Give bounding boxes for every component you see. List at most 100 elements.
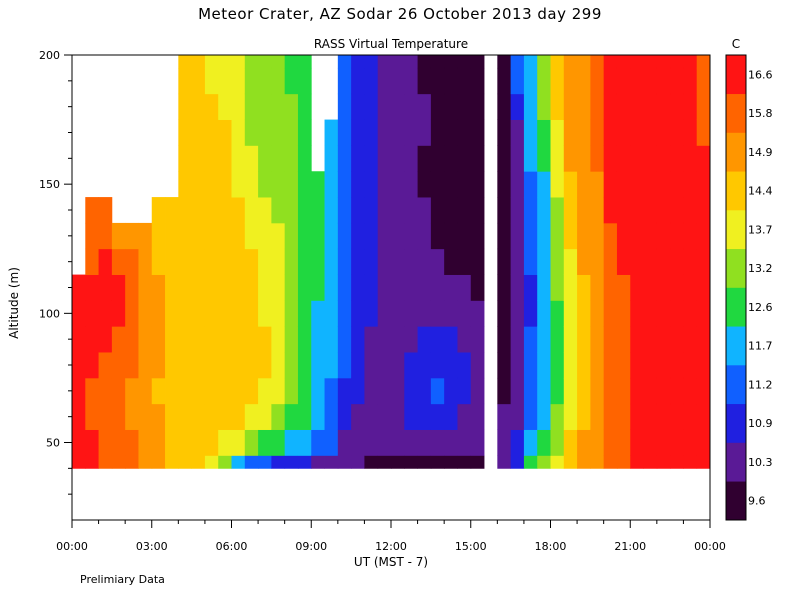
heatmap-cell	[523, 197, 538, 224]
heatmap-cell	[683, 326, 698, 353]
heatmap-cell	[497, 171, 512, 198]
heatmap-cell	[311, 222, 325, 250]
heatmap-cell	[297, 171, 312, 198]
heatmap-cell	[297, 119, 312, 146]
heatmap-cell	[364, 55, 379, 69]
heatmap-cell	[417, 222, 432, 250]
heatmap-cell	[683, 93, 698, 120]
heatmap-cell	[271, 300, 286, 327]
heatmap-cell	[324, 300, 339, 327]
heatmap-cell	[417, 455, 432, 469]
heatmap-cell	[111, 455, 126, 469]
heatmap-cell	[696, 222, 711, 250]
heatmap-cell	[297, 145, 312, 172]
heatmap-cell	[85, 352, 99, 379]
heatmap-cell	[457, 222, 472, 250]
heatmap-cell	[377, 403, 392, 430]
heatmap-cell	[351, 377, 365, 405]
heatmap-cell	[98, 429, 113, 456]
heatmap-cell	[577, 274, 591, 301]
heatmap-cell	[550, 248, 565, 275]
heatmap-cell	[404, 67, 418, 95]
heatmap-cell	[364, 429, 379, 456]
chart-title: Meteor Crater, AZ Sodar 26 October 2013 …	[198, 5, 602, 23]
heatmap-cell	[151, 300, 166, 327]
heatmap-cell	[497, 377, 512, 405]
heatmap-cell	[430, 55, 445, 69]
heatmap-cell	[590, 403, 605, 430]
heatmap-cell	[497, 300, 512, 327]
x-tick-label: 15:00	[455, 540, 487, 553]
heatmap-cell	[204, 93, 219, 120]
heatmap-cell	[616, 429, 631, 456]
heatmap-cell	[218, 377, 232, 405]
heatmap-cell	[510, 93, 525, 120]
heatmap-cell	[284, 403, 299, 430]
heatmap-cell	[244, 171, 259, 198]
heatmap-cell	[231, 326, 246, 353]
heatmap-cell	[337, 455, 352, 469]
heatmap-cell	[391, 326, 405, 353]
heatmap-cell	[444, 197, 458, 224]
heatmap-cell	[696, 67, 711, 95]
heatmap-cell	[138, 352, 153, 379]
heatmap-cell	[457, 326, 472, 353]
heatmap-cell	[656, 352, 671, 379]
heatmap-cell	[258, 326, 272, 353]
heatmap-cell	[670, 403, 684, 430]
heatmap-cell	[391, 377, 405, 405]
heatmap-cell	[563, 403, 578, 430]
heatmap-cell	[537, 55, 551, 69]
heatmap-cell	[364, 377, 379, 405]
heatmap-cell	[85, 300, 99, 327]
heatmap-cell	[563, 377, 578, 405]
heatmap-cell	[616, 119, 631, 146]
heatmap-cell	[258, 119, 272, 146]
heatmap-cell	[178, 274, 193, 301]
heatmap-cell	[98, 377, 113, 405]
y-axis-label: Altitude (m)	[7, 267, 21, 339]
heatmap-cell	[603, 93, 618, 120]
heatmap-cell	[284, 67, 299, 95]
heatmap-cell	[178, 300, 193, 327]
heatmap-cell	[683, 377, 698, 405]
heatmap-cell	[218, 119, 232, 146]
heatmap-cell	[204, 300, 219, 327]
heatmap-cell	[284, 222, 299, 250]
heatmap-cell	[683, 67, 698, 95]
heatmap-cell	[165, 274, 179, 301]
heatmap-cell	[417, 326, 432, 353]
heatmap-cell	[430, 93, 445, 120]
heatmap-cell	[165, 248, 179, 275]
heatmap-cell	[231, 352, 246, 379]
heatmap-cell	[603, 171, 618, 198]
x-tick-label: 09:00	[295, 540, 327, 553]
heatmap-cell	[218, 197, 232, 224]
heatmap-cell	[470, 93, 485, 120]
heatmap-cell	[284, 455, 299, 469]
heatmap-cell	[643, 248, 658, 275]
heatmap-cell	[324, 352, 339, 379]
heatmap-cell	[444, 326, 458, 353]
heatmap-cell	[311, 455, 325, 469]
heatmap-cell	[191, 93, 206, 120]
heatmap-cell	[630, 352, 644, 379]
heatmap-cell	[231, 145, 246, 172]
heatmap-cell	[417, 377, 432, 405]
heatmap-cell	[444, 429, 458, 456]
heatmap-cell	[244, 248, 259, 275]
heatmap-cell	[603, 55, 618, 69]
heatmap-cell	[271, 145, 286, 172]
heatmap-cell	[138, 222, 153, 250]
heatmap-cell	[377, 67, 392, 95]
heatmap-cell	[258, 352, 272, 379]
heatmap-cell	[364, 197, 379, 224]
heatmap-cell	[297, 455, 312, 469]
heatmap-cell	[404, 222, 418, 250]
heatmap-cell	[616, 93, 631, 120]
heatmap-cell	[377, 326, 392, 353]
heatmap-cell	[165, 300, 179, 327]
heatmap-cell	[630, 222, 644, 250]
heatmap-cell	[577, 171, 591, 198]
heatmap-cell	[696, 145, 711, 172]
